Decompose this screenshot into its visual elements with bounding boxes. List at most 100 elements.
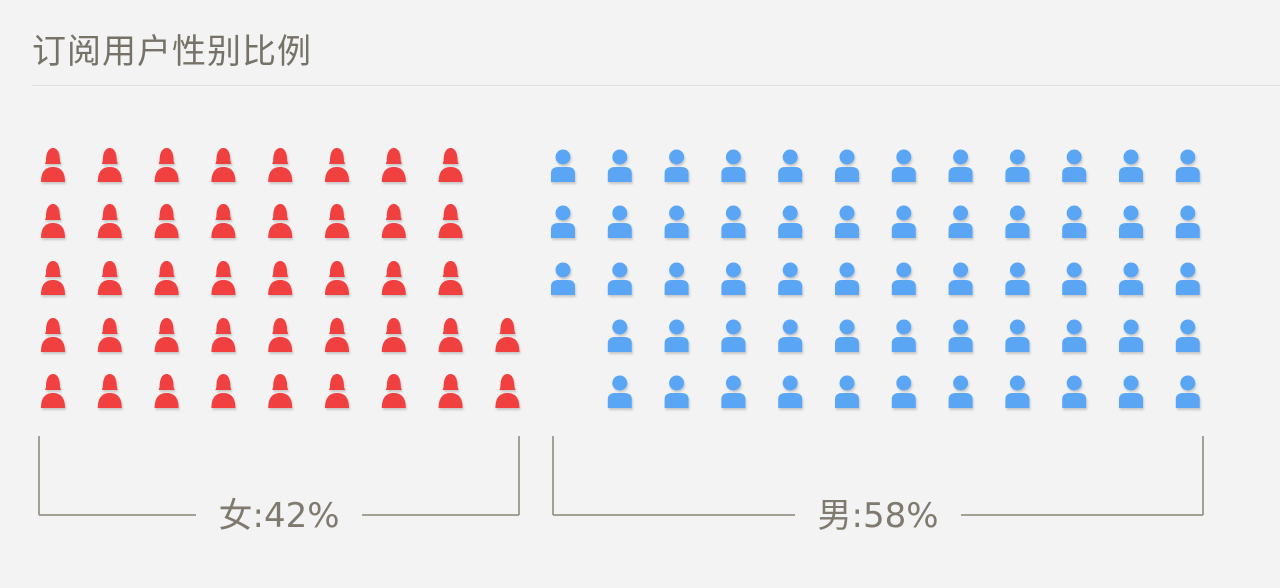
male-person-icon (721, 205, 746, 238)
male-person-icon (607, 262, 632, 295)
female-person-icon (211, 261, 236, 295)
title-divider (32, 85, 1280, 86)
male-person-icon (607, 205, 632, 238)
male-person-icon (664, 319, 689, 352)
male-person-icon (835, 205, 859, 238)
male-person-icon (835, 319, 859, 352)
female-person-icon (97, 204, 122, 238)
female-person-icon (325, 204, 349, 238)
female-person-icon (268, 374, 293, 408)
male-person-icon (664, 205, 689, 238)
female-person-icon (268, 204, 293, 238)
male-person-icon (1005, 262, 1030, 295)
male-person-icon (607, 149, 632, 182)
female-person-icon (495, 318, 520, 352)
female-person-icon (154, 318, 179, 352)
female-person-icon (381, 374, 406, 408)
female-person-icon (438, 148, 463, 182)
female-person-icon (97, 374, 122, 408)
male-person-icon (1175, 205, 1200, 238)
female-person-icon (438, 204, 463, 238)
male-person-icon (1119, 149, 1143, 182)
female-person-icon (154, 148, 179, 182)
female-person-icon (268, 318, 293, 352)
male-person-icon (948, 262, 973, 295)
female-person-icon (97, 148, 122, 182)
male-person-icon (1005, 375, 1030, 408)
male-person-icon (948, 375, 973, 408)
male-person-icon (891, 149, 916, 182)
male-person-icon (891, 375, 916, 408)
female-person-icon (268, 261, 293, 295)
male-person-icon (891, 319, 916, 352)
female-icon-group (41, 148, 520, 408)
male-person-icon (835, 375, 859, 408)
male-person-icon (1175, 375, 1200, 408)
male-person-icon (778, 375, 803, 408)
male-person-icon (778, 205, 803, 238)
female-person-icon (41, 261, 65, 295)
male-person-icon (891, 262, 916, 295)
female-person-icon (41, 374, 65, 408)
male-person-icon (1062, 319, 1087, 352)
chart-title: 订阅用户性别比例 (32, 32, 312, 72)
female-person-icon (211, 204, 236, 238)
male-person-icon (948, 319, 973, 352)
female-person-icon (325, 318, 349, 352)
female-person-icon (495, 374, 520, 408)
male-person-icon (721, 375, 746, 408)
female-label: 女:42% (218, 496, 339, 536)
male-person-icon (778, 262, 803, 295)
female-person-icon (97, 261, 122, 295)
male-label: 男:58% (817, 496, 938, 536)
female-person-icon (438, 261, 463, 295)
male-person-icon (778, 319, 803, 352)
female-person-icon (211, 374, 236, 408)
female-person-icon (41, 204, 65, 238)
female-person-icon (154, 204, 179, 238)
female-person-icon (268, 148, 293, 182)
female-person-icon (438, 318, 463, 352)
male-person-icon (948, 149, 973, 182)
female-person-icon (211, 148, 236, 182)
female-person-icon (154, 374, 179, 408)
female-person-icon (381, 204, 406, 238)
female-person-icon (41, 148, 65, 182)
female-person-icon (154, 261, 179, 295)
male-person-icon (1062, 205, 1087, 238)
female-bracket: 女:42% (38, 436, 520, 536)
male-person-icon (664, 262, 689, 295)
male-person-icon (835, 262, 859, 295)
female-person-icon (211, 318, 236, 352)
male-person-icon (1119, 262, 1143, 295)
male-person-icon (1062, 375, 1087, 408)
male-person-icon (1005, 319, 1030, 352)
male-person-icon (835, 149, 859, 182)
male-person-icon (551, 262, 575, 295)
male-person-icon (551, 149, 575, 182)
female-person-icon (438, 374, 463, 408)
male-person-icon (664, 375, 689, 408)
male-person-icon (1175, 149, 1200, 182)
male-person-icon (1119, 205, 1143, 238)
male-person-icon (721, 149, 746, 182)
female-person-icon (325, 261, 349, 295)
male-person-icon (1005, 149, 1030, 182)
male-person-icon (607, 319, 632, 352)
male-person-icon (1005, 205, 1030, 238)
female-person-icon (325, 148, 349, 182)
female-person-icon (97, 318, 122, 352)
male-person-icon (1175, 262, 1200, 295)
male-bracket: 男:58% (552, 436, 1204, 536)
male-person-icon (1119, 375, 1143, 408)
female-person-icon (325, 374, 349, 408)
male-person-icon (721, 319, 746, 352)
female-person-icon (41, 318, 65, 352)
male-person-icon (778, 149, 803, 182)
male-person-icon (721, 262, 746, 295)
male-person-icon (551, 205, 575, 238)
male-person-icon (1062, 149, 1087, 182)
male-person-icon (664, 149, 689, 182)
male-person-icon (948, 205, 973, 238)
